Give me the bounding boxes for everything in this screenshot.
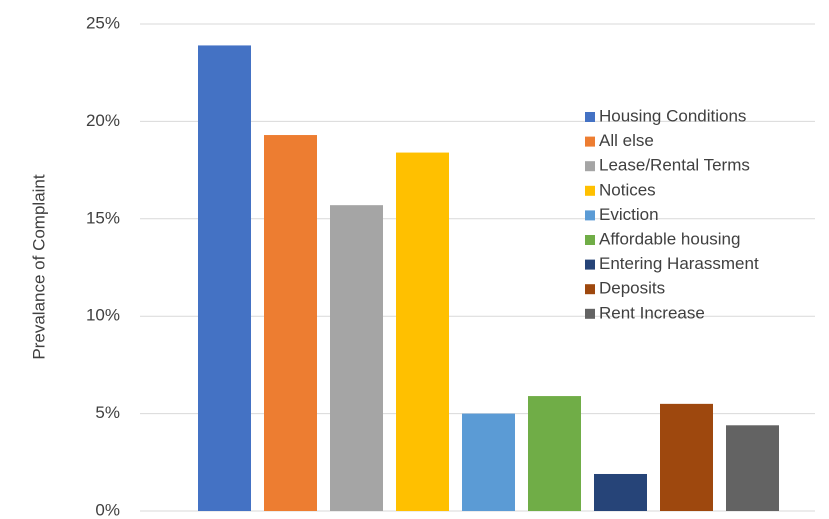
legend-swatch <box>585 136 595 147</box>
y-tick-label: 25% <box>86 13 120 32</box>
legend-label: Notices <box>599 180 656 199</box>
y-tick-label: 20% <box>86 111 120 130</box>
bar <box>396 152 449 511</box>
bar <box>594 473 647 511</box>
legend-label: Eviction <box>599 205 659 224</box>
bar <box>660 403 713 511</box>
legend-label: Housing Conditions <box>599 106 746 125</box>
y-axis-label: Prevalance of Complaint <box>29 174 48 359</box>
legend-swatch <box>585 185 595 196</box>
bar <box>462 413 515 511</box>
bar <box>726 425 779 511</box>
legend-label: Entering Harassment <box>599 254 759 273</box>
y-tick-label: 0% <box>95 500 120 519</box>
legend-swatch <box>585 235 595 245</box>
legend-label: Rent Increase <box>599 303 705 322</box>
y-tick-label: 5% <box>95 403 120 422</box>
y-tick-label: 10% <box>86 306 120 325</box>
bar <box>528 396 581 511</box>
bar <box>264 135 317 511</box>
legend-swatch <box>585 259 595 270</box>
bar <box>198 45 251 511</box>
legend-swatch <box>585 284 595 295</box>
legend-label: Deposits <box>599 279 665 298</box>
legend-label: All else <box>599 131 654 150</box>
legend-swatch <box>585 112 595 122</box>
legend-swatch <box>585 161 595 172</box>
y-tick-label: 15% <box>86 208 120 227</box>
legend-label: Lease/Rental Terms <box>599 156 750 175</box>
legend-label: Affordable housing <box>599 229 740 248</box>
bar <box>330 205 383 511</box>
legend-swatch <box>585 210 595 221</box>
legend-swatch <box>585 308 595 319</box>
